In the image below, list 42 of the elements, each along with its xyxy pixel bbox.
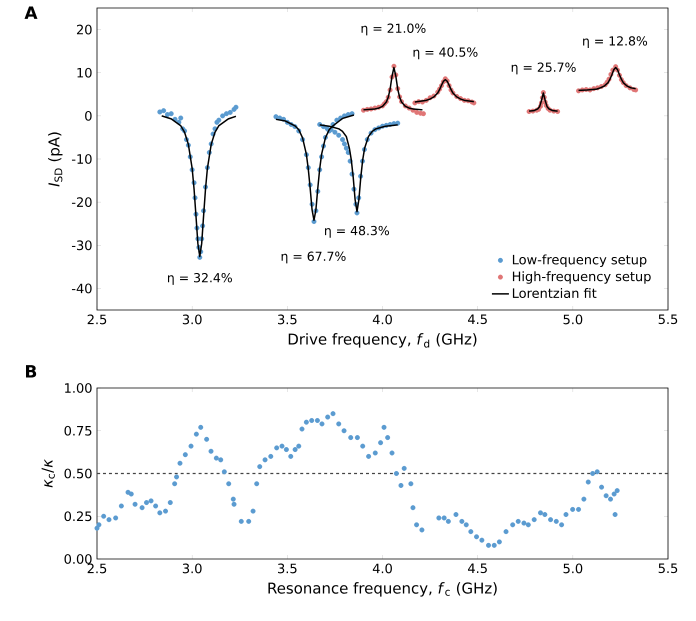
x-tick-label: 5.5 [658,564,678,574]
x-axis-title: Resonance frequency, f$_{c}$ (GHz) [268,582,497,597]
legend-label: High-frequency setup [512,271,651,284]
y-axis-title: κ$_{c}$/κ [42,459,55,488]
chart-title: A [24,6,38,19]
annotation: η = 40.5% [414,47,478,60]
y-tick-label: -30 [72,240,92,250]
annotation: η = 67.7% [282,252,346,264]
y-tick-label: 20 [76,24,92,34]
y-tick-label: -10 [72,154,92,164]
annotation: η = 12.8% [583,36,648,48]
x-tick-label: 4.5 [468,314,487,324]
x-tick-label: 3.0 [182,564,202,574]
y-tick-label: 0.75 [64,426,92,436]
y-tick-label: 1.00 [65,383,92,393]
x-tick-label: 3.5 [278,564,296,574]
x-tick-label: 4.0 [372,564,392,574]
x-tick-label: 2.5 [88,564,106,574]
y-tick-label: 0 [85,110,92,121]
x-axis-title: Drive frequency, f$_{d}$ (GHz) [288,333,476,348]
x-tick-label: 5.5 [658,314,678,324]
y-tick-label: -20 [72,197,92,208]
legend-label: Lorentzian fit [512,288,596,298]
y-tick-label: -40 [72,284,92,294]
y-tick-label: 0.00 [64,554,92,564]
y-tick-label: 0.25 [64,511,92,522]
x-tick-label: 5.0 [564,314,582,324]
annotation: η = 21.0% [362,24,426,36]
x-tick-label: 3.5 [278,314,296,324]
legend-label: Low-frequency setup [512,254,646,267]
x-tick-label: 3.0 [182,314,202,324]
annotation: η = 32.4% [168,272,232,285]
y-tick-label: 0.50 [64,468,92,478]
annotation: η = 48.3% [325,226,390,238]
y-axis-title: I$_{SD}$ (pA) [48,132,62,186]
x-tick-label: 2.5 [88,314,106,324]
annotation: η = 25.7% [512,62,576,74]
y-tick-label: 10 [77,68,92,78]
x-tick-label: 4.0 [372,314,392,324]
chart-title: B [26,365,36,378]
x-tick-label: 5.0 [564,564,582,574]
x-tick-label: 4.5 [468,564,487,574]
